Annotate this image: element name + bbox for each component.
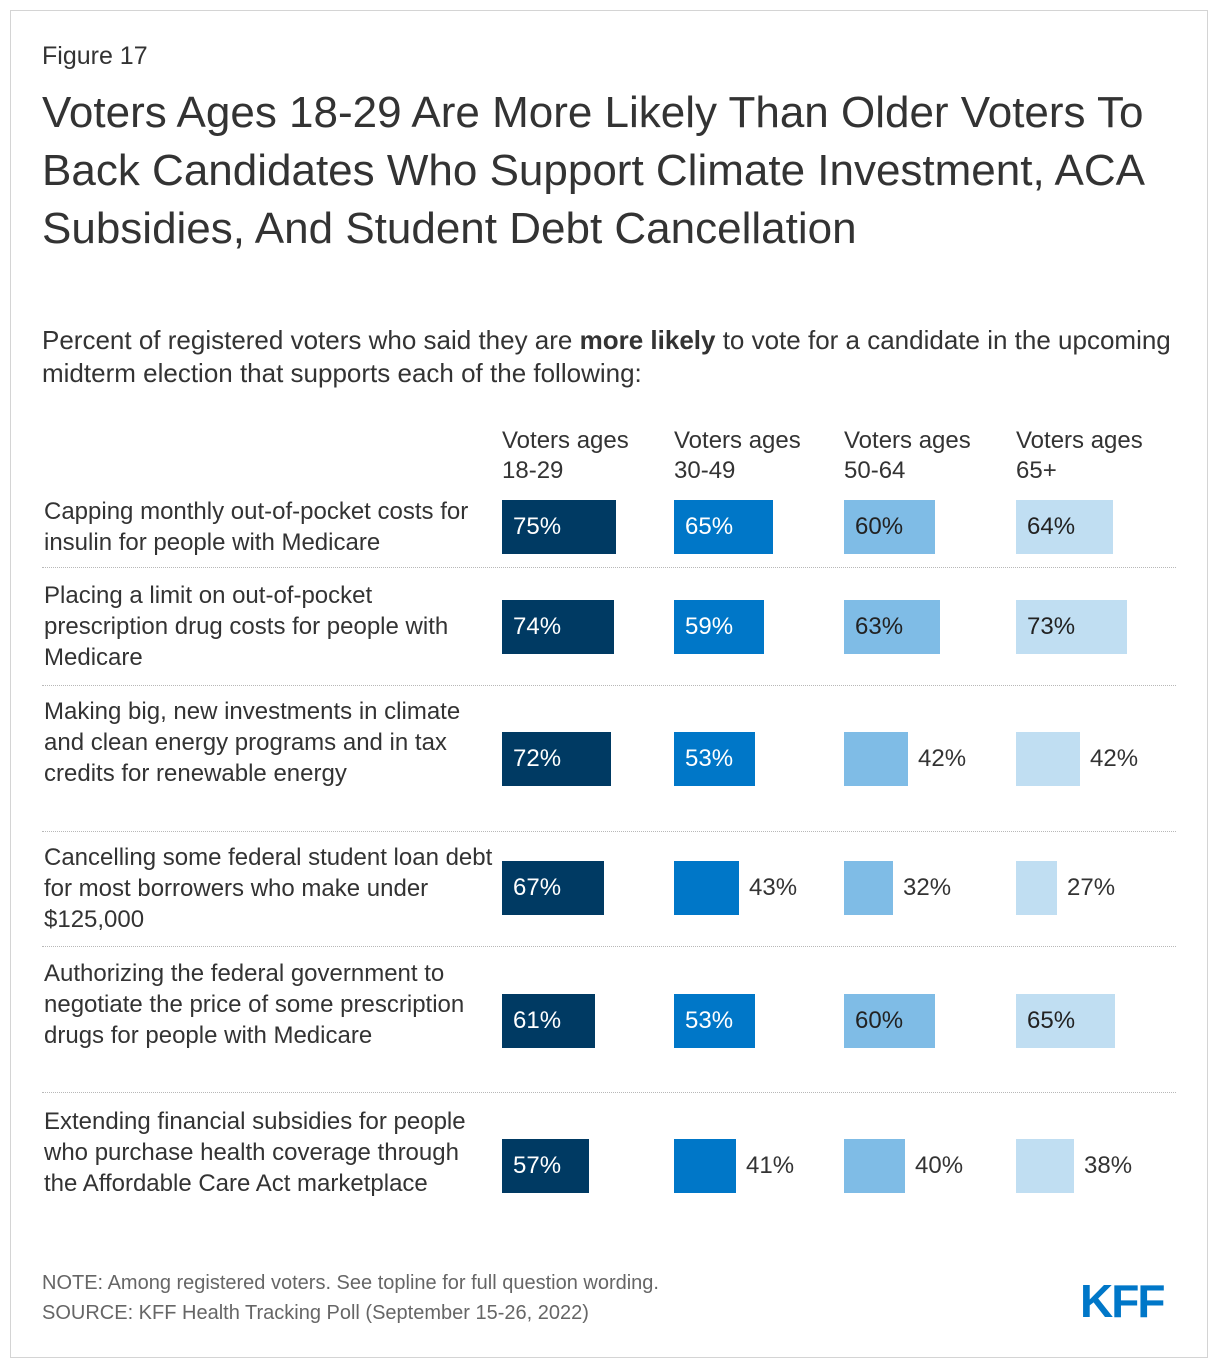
column-header: Voters ages 30-49	[674, 427, 801, 484]
column-header: Voters ages 50-64	[844, 427, 971, 484]
subtitle-pre: Percent of registered voters who said th…	[42, 325, 580, 355]
data-label: 40%	[915, 1152, 964, 1179]
bar	[844, 1139, 905, 1193]
bar	[502, 994, 595, 1048]
bar	[674, 994, 755, 1048]
data-label: 32%	[903, 874, 952, 901]
data-label: 64%	[1027, 513, 1076, 540]
data-label: 27%	[1067, 874, 1116, 901]
bar	[1016, 994, 1115, 1048]
figure-frame	[10, 10, 1208, 1358]
data-label: 42%	[1090, 745, 1139, 772]
chart-title: Voters Ages 18-29 Are More Likely Than O…	[42, 88, 1144, 253]
data-label: 60%	[855, 513, 904, 540]
chart-subtitle: Percent of registered voters who said th…	[42, 324, 1172, 390]
bar	[1016, 500, 1113, 554]
data-label: 73%	[1027, 613, 1076, 640]
bar	[844, 600, 940, 654]
bar	[1016, 1139, 1074, 1193]
row-divider	[42, 946, 1176, 947]
row-label: Authorizing the federal government to ne…	[44, 960, 465, 1049]
row-label: Extending financial subsidies for people…	[44, 1108, 466, 1197]
data-label: 38%	[1084, 1152, 1133, 1179]
data-label: 65%	[1027, 1007, 1076, 1034]
column-header: Voters ages 65+	[1016, 427, 1143, 484]
data-label: 53%	[685, 745, 734, 772]
data-label: 42%	[918, 745, 967, 772]
bar	[844, 500, 935, 554]
row-label: Capping monthly out-of-pocket costs for …	[44, 498, 469, 556]
data-label: 61%	[513, 1007, 562, 1034]
data-label: 60%	[855, 1007, 904, 1034]
bar	[844, 732, 908, 786]
data-label: 75%	[513, 513, 562, 540]
data-label: 74%	[513, 613, 562, 640]
row-label: Placing a limit on out-of-pocket prescri…	[44, 582, 449, 671]
bar	[502, 732, 611, 786]
bar	[1016, 861, 1057, 915]
data-label: 65%	[685, 513, 734, 540]
data-label: 67%	[513, 874, 562, 901]
bar	[674, 500, 773, 554]
bar	[1016, 600, 1127, 654]
chart-source: SOURCE: KFF Health Tracking Poll (Septem…	[42, 1302, 589, 1324]
bar	[502, 600, 614, 654]
bar	[502, 1139, 589, 1193]
bar	[502, 861, 604, 915]
row-divider	[42, 567, 1176, 568]
bar	[674, 1139, 736, 1193]
row-label: Making big, new investments in climate a…	[44, 698, 461, 787]
row-label: Cancelling some federal student loan deb…	[44, 844, 493, 933]
subtitle-post: to vote for a candidate in the upcoming …	[42, 325, 1171, 388]
subtitle-bold: more likely	[579, 325, 716, 355]
data-label: 63%	[855, 613, 904, 640]
bar	[674, 732, 755, 786]
figure-label: Figure 17	[42, 42, 148, 70]
bar	[674, 861, 739, 915]
data-label: 59%	[685, 613, 734, 640]
bar	[1016, 732, 1080, 786]
row-divider	[42, 685, 1176, 686]
row-divider	[42, 1092, 1176, 1093]
bar	[674, 600, 764, 654]
row-divider	[42, 831, 1176, 832]
kff-logo: KFF	[1080, 1275, 1165, 1327]
data-label: 72%	[513, 745, 562, 772]
bar	[844, 861, 893, 915]
data-label: 41%	[746, 1152, 795, 1179]
bar	[844, 994, 935, 1048]
bar	[502, 500, 616, 554]
data-label: 53%	[685, 1007, 734, 1034]
data-label: 43%	[749, 874, 798, 901]
chart-note: NOTE: Among registered voters. See topli…	[42, 1272, 659, 1294]
column-header: Voters ages 18-29	[502, 427, 629, 484]
data-label: 57%	[513, 1152, 562, 1179]
